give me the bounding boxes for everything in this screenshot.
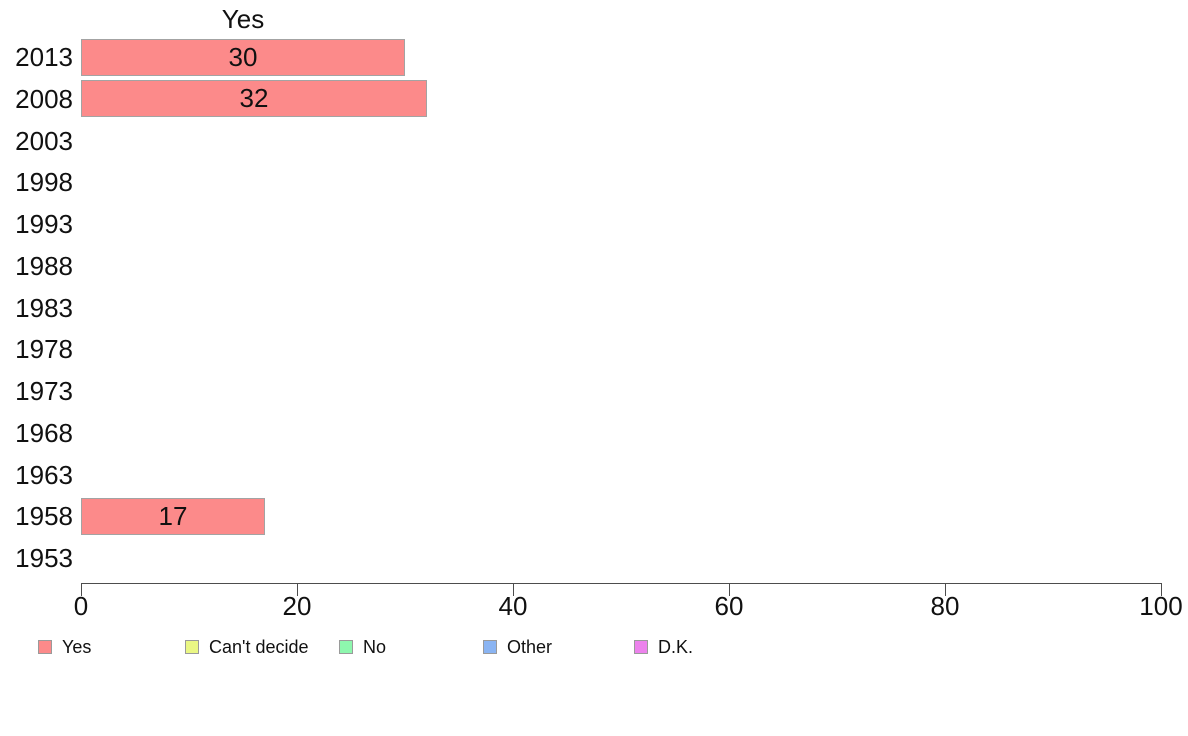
legend-swatch (339, 640, 353, 654)
x-axis-tick (1161, 583, 1162, 596)
legend-label: Yes (62, 637, 92, 657)
y-axis-label: 1988 (15, 251, 73, 281)
legend-label: Other (507, 637, 553, 657)
y-axis-label: 1993 (15, 209, 73, 239)
x-axis-line (81, 583, 1162, 584)
y-axis-label: 2003 (15, 126, 73, 156)
chart-title: Yes (221, 4, 265, 34)
x-axis-tick-label: 20 (282, 591, 312, 621)
y-axis-label: 1978 (15, 334, 73, 364)
bar-value-label: 32 (239, 83, 269, 113)
x-axis-tick-label: 80 (930, 591, 960, 621)
y-axis-label: 1968 (15, 418, 73, 448)
x-axis-tick-label: 60 (714, 591, 744, 621)
x-axis-tick (297, 583, 298, 596)
x-axis-tick-label: 40 (498, 591, 528, 621)
legend-swatch (38, 640, 52, 654)
bar: 17 (81, 498, 265, 535)
x-axis-tick (81, 583, 82, 596)
legend-label: D.K. (658, 637, 694, 657)
y-axis-label: 1958 (15, 501, 73, 531)
y-axis-label: 2013 (15, 42, 73, 72)
legend-swatch (483, 640, 497, 654)
x-axis-tick (729, 583, 730, 596)
y-axis-label: 2008 (15, 84, 73, 114)
legend-label: No (363, 637, 387, 657)
y-axis-label: 1973 (15, 376, 73, 406)
bar: 30 (81, 39, 405, 76)
y-axis-label: 1953 (15, 543, 73, 573)
bar-value-label: 30 (228, 42, 258, 72)
y-axis-label: 1998 (15, 167, 73, 197)
x-axis-tick (945, 583, 946, 596)
legend-swatch (185, 640, 199, 654)
legend-swatch (634, 640, 648, 654)
y-axis-label: 1963 (15, 460, 73, 490)
legend-label: Can't decide (209, 637, 309, 657)
y-axis-label: 1983 (15, 293, 73, 323)
x-axis-tick (513, 583, 514, 596)
x-axis-tick-label: 0 (73, 591, 89, 621)
bar-value-label: 17 (158, 501, 188, 531)
bar: 32 (81, 80, 427, 117)
x-axis-tick-label: 100 (1139, 591, 1183, 621)
